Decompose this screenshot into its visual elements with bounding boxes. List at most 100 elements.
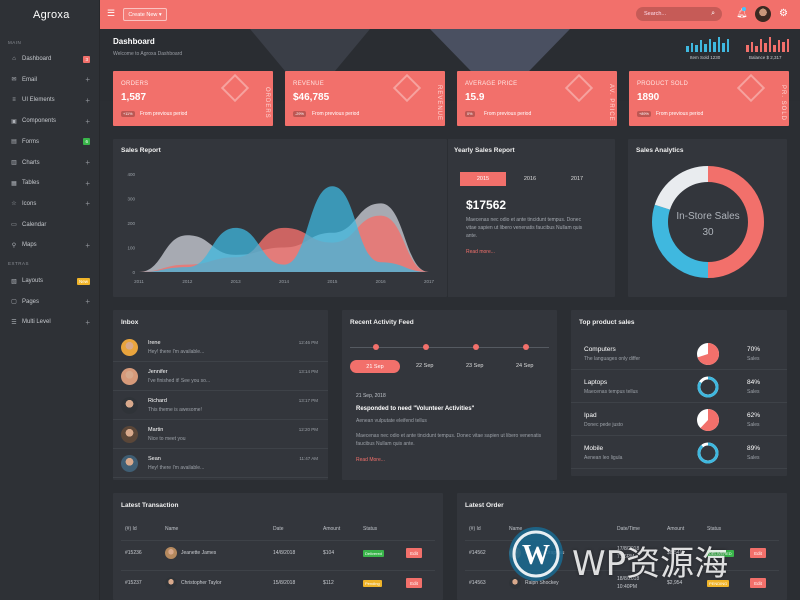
order-date: 18/8/2018 xyxy=(617,576,640,582)
inbox-message-row[interactable]: Richard This theme is awesome! 13:17 PM xyxy=(113,391,328,420)
product-row-mobile[interactable]: Mobile Aenean leo ligula 89% Sales xyxy=(571,437,787,469)
stat-period: From previous period xyxy=(656,111,704,117)
inbox-message-row[interactable]: Jennifer I've finished it! See you so... 1… xyxy=(113,362,328,391)
create-new-button[interactable]: Create New ▾ xyxy=(123,8,167,21)
sparkline-bar xyxy=(755,46,758,52)
stat-card-average-price[interactable]: AVERAGE PRICE 15.9 0% From previous period A… xyxy=(457,71,617,126)
sidebar-item-pages[interactable]: ▢ Pages + xyxy=(0,292,100,312)
order-amount: $8,541 xyxy=(667,550,683,556)
product-row-computers[interactable]: Computers The languages only differ 70% Sal… xyxy=(571,338,787,370)
yearly-read-more-link[interactable]: Read more... xyxy=(466,249,495,255)
y-tick-label: 300 xyxy=(127,197,135,202)
timeline-dot[interactable] xyxy=(523,344,529,350)
stat-period: From previous period xyxy=(140,111,188,117)
timeline-dot[interactable] xyxy=(373,344,379,350)
timeline-date[interactable]: 24 Sep xyxy=(516,363,534,369)
sidebar-item-charts[interactable]: ▥ Charts + xyxy=(0,153,100,173)
table-header: Amount xyxy=(667,526,685,532)
edit-button[interactable]: Edit xyxy=(406,548,422,558)
stat-card-product-sold[interactable]: PRODUCT SOLD 1890 +89% From previous period… xyxy=(629,71,789,126)
top-products-panel xyxy=(571,310,787,476)
stat-change-badge: +11% xyxy=(121,111,135,117)
sidebar-item-icons[interactable]: ☆ Icons + xyxy=(0,194,100,214)
stat-value: $46,785 xyxy=(293,92,330,103)
sender-name: Martin xyxy=(148,427,164,433)
inbox-message-row[interactable]: Sean Hey! there I'm available... 11:47 AM xyxy=(113,449,328,478)
timeline-date[interactable]: 23 Sep xyxy=(466,363,484,369)
yearly-text: Maecenas nec odio et ante tincidunt temp… xyxy=(466,217,583,239)
sidebar-item-label: Multi Level xyxy=(22,319,51,326)
edit-button[interactable]: Edit xyxy=(406,578,422,588)
inbox-message-row[interactable]: Irene Hey! there I'm available... 12:46 PM xyxy=(113,333,328,362)
timeline-line xyxy=(350,347,549,348)
stat-side-label: AV. PRICE xyxy=(608,84,614,122)
activity-read-more-link[interactable]: Read More... xyxy=(356,457,385,463)
product-subtitle: Aenean leo ligula xyxy=(584,455,623,461)
stat-card-orders[interactable]: ORDERS 1,587 +11% From previous period ORDER… xyxy=(113,71,273,126)
sidebar-item-forms[interactable]: ▤ Forms 6 xyxy=(0,132,100,152)
sparkline-bar xyxy=(777,40,780,52)
yearly-sales-title: Yearly Sales Report xyxy=(454,147,515,154)
hamburger-menu-icon[interactable]: ☰ xyxy=(107,8,116,18)
user-avatar[interactable] xyxy=(755,6,771,22)
stat-card-revenue[interactable]: REVENUE $46,785 -29% From previous period RE… xyxy=(285,71,445,126)
bell-icon[interactable]: 🔔︎ xyxy=(736,8,748,18)
sidebar-item-maps[interactable]: ⚲ Maps + xyxy=(0,235,100,255)
sales-analytics-title: Sales Analytics xyxy=(636,147,684,154)
year-tab-2016[interactable]: 2016 xyxy=(523,176,537,182)
inbox-message-row[interactable]: Martin Nice to meet you 12:20 PM xyxy=(113,420,328,449)
inbox-title: Inbox xyxy=(121,319,139,326)
edit-button[interactable]: Edit xyxy=(750,578,766,588)
stat-title: PRODUCT SOLD xyxy=(637,81,689,87)
table-row[interactable] xyxy=(465,540,779,570)
sidebar-item-calendar[interactable]: ▭ Calendar xyxy=(0,215,100,235)
stat-change-badge: 0% xyxy=(465,111,475,117)
message-time: 12:20 PM xyxy=(298,427,318,432)
edit-button[interactable]: Edit xyxy=(750,548,766,558)
timeline-dot[interactable] xyxy=(423,344,429,350)
search-icon[interactable]: ⌕ xyxy=(711,10,715,17)
table-row[interactable] xyxy=(121,540,435,570)
product-row-ipad[interactable]: Ipad Donec pede justo 62% Sales xyxy=(571,404,787,436)
sidebar-item-layouts[interactable]: ▧ Layouts New xyxy=(0,271,100,291)
status-badge: PENDING xyxy=(707,580,730,587)
latest-order-title: Latest Order xyxy=(465,502,504,509)
stat-title: REVENUE xyxy=(293,81,325,87)
table-row[interactable] xyxy=(465,570,779,600)
sidebar-item-components[interactable]: ▣ Components + xyxy=(0,111,100,131)
table-row[interactable] xyxy=(121,570,435,600)
gear-icon[interactable]: ⚙ xyxy=(779,8,788,19)
order-date: 14/8/2018 xyxy=(273,550,296,556)
table-header: Name xyxy=(165,526,179,532)
expand-plus-icon: + xyxy=(85,199,90,209)
search-input[interactable]: Search... ⌕ xyxy=(636,7,722,21)
chart-icon: ▥ xyxy=(11,160,17,166)
stat-change-badge: -29% xyxy=(293,111,306,117)
sidebar-item-label: Icons xyxy=(22,200,37,207)
avatar xyxy=(121,368,138,385)
sidebar-item-dashboard[interactable]: ⌂ Dashboard 3 xyxy=(0,49,100,69)
home-icon: ⌂ xyxy=(12,56,16,62)
stat-decoration-icon xyxy=(564,73,594,103)
sidebar-item-multi-level[interactable]: ☰ Multi Level + xyxy=(0,312,100,332)
sidebar-item-tables[interactable]: ▦ Tables + xyxy=(0,173,100,193)
year-tab-2017[interactable]: 2017 xyxy=(570,176,584,182)
map-pin-icon: ⚲ xyxy=(11,242,17,249)
item-sold-label: Item Sold 1230 xyxy=(690,55,721,60)
year-tab-2015[interactable]: 2015 xyxy=(460,172,506,186)
timeline-dot[interactable] xyxy=(473,344,479,350)
stat-decoration-icon xyxy=(736,73,766,103)
product-percent: 70% xyxy=(747,346,761,353)
donut-slice-1 xyxy=(652,204,709,278)
app-logo[interactable]: Agroxa xyxy=(33,8,70,21)
sparkline-bar xyxy=(768,37,771,52)
sidebar-item-email[interactable]: ✉ Email + xyxy=(0,70,100,90)
sparkline-bar xyxy=(746,45,749,52)
product-row-laptops[interactable]: Laptops Maecenas tempus tellus 84% Sales xyxy=(571,371,787,403)
timeline-date[interactable]: 21 Sep xyxy=(350,360,400,373)
sidebar-item-ui-elements[interactable]: ≡ UI Elements + xyxy=(0,90,100,110)
avatar xyxy=(121,426,138,443)
timeline-date[interactable]: 22 Sep xyxy=(416,363,434,369)
expand-plus-icon: + xyxy=(85,317,90,327)
activity-panel xyxy=(342,310,557,480)
